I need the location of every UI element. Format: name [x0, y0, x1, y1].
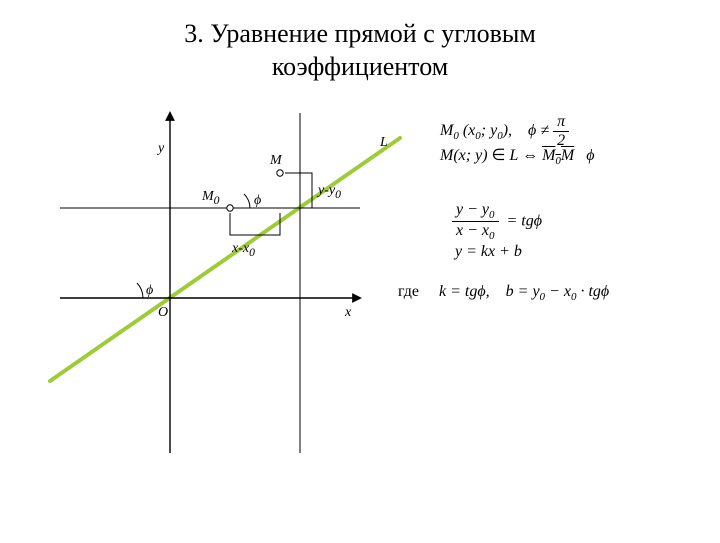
f3-eq: = [507, 212, 518, 229]
angle-arc-xaxis [137, 283, 143, 298]
f2-L: L [509, 147, 518, 164]
angle-arc-m0 [244, 194, 250, 208]
label-dx: x-x0 [232, 241, 255, 259]
slide-title: 3. Уравнение прямой с угловым коэффициен… [0, 0, 720, 83]
f3-denl: x − x [456, 222, 489, 239]
formula-membership: M(x; y) ∈ L ⇔ M0M ϕ [440, 145, 595, 167]
f2-iff: ⇔ [522, 147, 538, 164]
title-line1: 3. Уравнение прямой с угловым [184, 19, 536, 48]
title-line2: коэффициентом [272, 52, 448, 81]
diagram-stage: y x O L M M0 ϕ ϕ x-x0 y-y0 M0 (x0; y0), … [0, 83, 720, 543]
f3-den: x − x0 [452, 222, 499, 242]
formula-where: где k = tgϕ, b = y0 − x0 · tgϕ [398, 283, 609, 303]
point-m [277, 170, 283, 176]
label-y: y [158, 141, 164, 157]
f2-phi: ϕ [586, 147, 594, 164]
f1-num: π [553, 113, 569, 132]
f3-numl: y − y [456, 201, 489, 218]
line-L [50, 138, 400, 381]
label-phi-xaxis: ϕ [146, 283, 153, 299]
label-x: x [345, 305, 351, 321]
f1-frac: π 2 [553, 113, 569, 149]
f5-b: b = y0 − x0 · tgϕ [506, 283, 610, 300]
f1-sep: ; [481, 122, 490, 139]
formula-line-eq: y = kx + b [455, 243, 522, 261]
bracket-dx [230, 213, 280, 235]
label-M0-sub: 0 [214, 194, 220, 207]
f3-frac: y − y0 x − x0 [452, 201, 499, 243]
f2-M0M: M0M [542, 147, 574, 164]
f2-M0M-a: M [542, 147, 555, 164]
point-m0 [227, 205, 233, 211]
f1-Msub: 0 [453, 130, 459, 142]
geometry-svg [0, 83, 720, 543]
label-dy: y-y0 [318, 183, 341, 201]
f1-close: ), [503, 122, 512, 139]
f5-bl: b = y [506, 283, 540, 300]
label-L: L [380, 135, 388, 151]
label-dx-base: x-x [232, 241, 249, 256]
label-M0-base: M [202, 189, 214, 204]
f5-tail: · tgϕ [576, 283, 609, 300]
f2-close: ) [482, 147, 487, 164]
f2-M0M-b: M [561, 147, 574, 164]
formula-slope: y − y0 x − x0 = tgϕ [452, 201, 542, 243]
f5-gde: где [398, 283, 419, 300]
formula-m0-phi: M0 (x0; y0), ϕ ≠ π 2 [440, 113, 569, 149]
f5-minus: − x [545, 283, 571, 300]
f3-densub: 0 [489, 230, 495, 242]
label-dy-sub: 0 [335, 188, 341, 201]
f1-M: M [440, 122, 453, 139]
f2-xy: x; y [459, 147, 483, 164]
label-dx-sub: 0 [249, 246, 255, 259]
f1-phine: ϕ ≠ [528, 122, 549, 139]
label-M: M [270, 153, 282, 169]
label-o: O [158, 305, 168, 321]
f2-in: ∈ [492, 147, 506, 164]
f2-M: M [440, 147, 453, 164]
label-phi-m0: ϕ [254, 193, 261, 209]
f5-k: k = tgϕ, [439, 283, 490, 300]
f3-numsub: 0 [489, 209, 495, 221]
f3-rhs: tgϕ [521, 212, 542, 229]
f3-num: y − y0 [452, 201, 499, 222]
label-M0: M0 [202, 189, 220, 207]
label-dy-base: y-y [318, 183, 335, 198]
